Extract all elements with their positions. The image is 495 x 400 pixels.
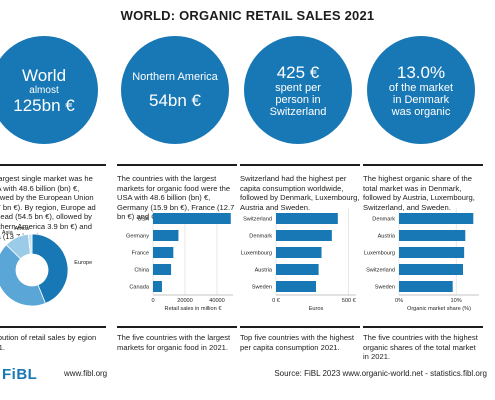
divider (0, 164, 106, 166)
panel-paragraph: The highest organic share of the total m… (363, 174, 475, 212)
bar-sweden (399, 281, 453, 292)
divider (117, 326, 237, 328)
circle-line: World (21, 65, 67, 85)
divider (240, 326, 360, 328)
fibl-logo: FiBL (2, 366, 38, 383)
circle-line: person in (275, 93, 321, 106)
bar-denmark (276, 230, 332, 241)
panel-switzerland: 425 € spent per person in Switzerland Sw… (240, 36, 364, 362)
divider (363, 164, 483, 166)
x-tick-label: 40000 (209, 298, 225, 304)
y-tick-label: Switzerland (243, 217, 272, 223)
bar-switzerland (399, 264, 463, 275)
panel-world: World almost 125bn € he largest single m… (0, 36, 110, 362)
footer-source: Source: FiBL 2023 www.organic-world.net … (274, 369, 487, 378)
circle-line: of the market (388, 81, 454, 94)
circle-line: almost (29, 84, 59, 96)
page-title: WORLD: ORGANIC RETAIL SALES 2021 (120, 8, 375, 23)
y-tick-label: Sweden (375, 285, 395, 291)
bar-canada (153, 281, 162, 292)
slice-label: Africa (15, 226, 30, 232)
y-tick-label: Luxembourg (364, 251, 395, 257)
bar-chart: 0 20000 40000 USA Germany France China Canada Re… (126, 208, 233, 312)
x-axis-label: Euros (309, 306, 324, 312)
y-tick-label: Austria (378, 234, 396, 240)
chart-caption: The five countries with the largest mark… (117, 333, 231, 352)
bar-germany (153, 230, 179, 241)
highlight-circle: 13.0% of the market in Denmark was organ… (367, 36, 475, 144)
y-tick-label: Sweden (252, 285, 272, 291)
bar-austria (276, 264, 319, 275)
donut-slice-northern-america (0, 244, 46, 307)
circle-line: was organic (391, 105, 451, 118)
x-tick-label: 10% (451, 298, 462, 304)
donut-slice-europe (31, 233, 69, 304)
divider (240, 164, 360, 166)
panel-denmark: 13.0% of the market in Denmark was organ… (363, 36, 487, 362)
bar-austria (399, 230, 466, 241)
y-tick-label: China (134, 268, 150, 274)
y-tick-label: Germany (126, 234, 149, 240)
donut-slice-africa (27, 233, 33, 255)
y-tick-label: Luxembourg (241, 251, 272, 257)
circle-line: 13.0% (396, 62, 446, 82)
bar-denmark (399, 213, 474, 224)
x-tick-label: 0% (395, 298, 403, 304)
circle-line: 125bn € (13, 95, 75, 115)
y-tick-label: Denmark (249, 234, 272, 240)
y-tick-label: Switzerland (366, 268, 395, 274)
highlight-circle: 425 € spent per person in Switzerland (244, 36, 352, 144)
divider (117, 164, 237, 166)
x-tick-label: 20000 (177, 298, 193, 304)
donut-chart: EuropeNorthern AmericaAsiaAfrica (0, 226, 92, 307)
y-tick-label: Canada (129, 285, 149, 291)
circle-line: Switzerland (269, 105, 327, 118)
highlight-circle: World almost 125bn € (0, 36, 98, 144)
panel-northern-america: Northern America 54bn € The countries wi… (117, 36, 241, 362)
y-tick-label: France (132, 251, 149, 257)
chart-caption: Top five countries with the highest per … (240, 333, 354, 352)
bar-usa (153, 213, 231, 224)
bar-sweden (276, 281, 316, 292)
bar-luxembourg (276, 247, 322, 258)
divider (363, 326, 483, 328)
circle-line: spent per (275, 81, 321, 94)
y-tick-label: Denmark (372, 217, 395, 223)
bar-chart: 0% 10% Denmark Austria Luxembourg Switzerland… (364, 208, 479, 312)
footer-url-link[interactable]: www.fibl.org (64, 369, 108, 378)
bar-chart: 0 € 500 € Switzerland Denmark Luxembourg Aust… (241, 208, 357, 312)
y-tick-label: USA (137, 217, 149, 223)
x-axis-label: Retail sales in million € (165, 306, 223, 312)
bar-luxembourg (399, 247, 465, 258)
chart-caption: The five countries with the highest orga… (363, 333, 478, 362)
slice-label: Asia (2, 230, 14, 236)
x-axis-label: Organic market share (%) (407, 306, 471, 312)
divider (0, 326, 106, 328)
circle-line: 425 € (276, 62, 320, 82)
y-tick-label: Austria (255, 268, 273, 274)
circle-line: 54bn € (149, 90, 201, 110)
panel-paragraph: Switzerland had the highest per capita c… (240, 174, 360, 212)
x-tick-label: 0 € (272, 298, 281, 304)
chart-caption: istribution of retail sales by egion 202… (0, 333, 97, 352)
circle-line: Northern America (132, 70, 218, 83)
circle-line: in Denmark (392, 93, 450, 106)
bar-switzerland (276, 213, 338, 224)
bar-china (153, 264, 172, 275)
x-tick-label: 500 € (342, 298, 357, 304)
x-tick-label: 0 (151, 298, 154, 304)
slice-label: Europe (74, 260, 92, 266)
bar-france (153, 247, 174, 258)
highlight-circle: Northern America 54bn € (121, 36, 229, 144)
